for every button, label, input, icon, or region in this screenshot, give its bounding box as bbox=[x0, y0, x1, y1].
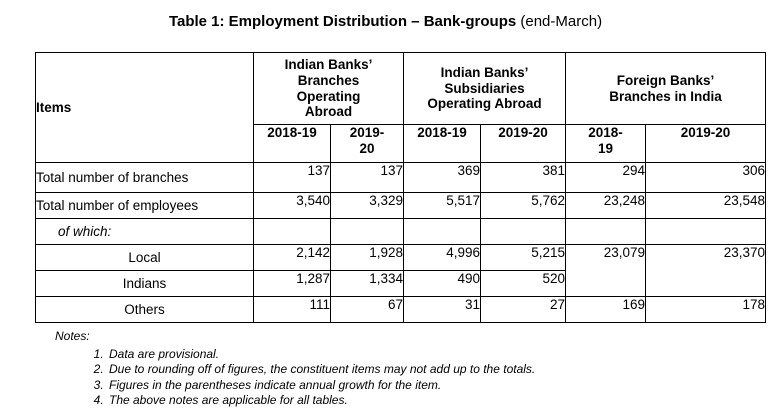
row-label: Others bbox=[35, 296, 254, 323]
value-cell: 294 bbox=[565, 162, 647, 193]
value-cell: 111 bbox=[253, 296, 331, 323]
value-cell: 5,762 bbox=[479, 192, 567, 219]
value-cell bbox=[645, 218, 767, 245]
table-header-group-row: Items Indian Banks’ Branches Operating A… bbox=[35, 52, 767, 163]
year-header: 2019-20 bbox=[479, 124, 567, 163]
year-header: 2018- 19 bbox=[565, 124, 647, 163]
value-cell bbox=[253, 218, 331, 245]
table-row: Local 2,142 1,928 4,996 5,215 23,079 23,… bbox=[35, 244, 767, 297]
value-cell: 3,540 bbox=[253, 192, 331, 219]
value-cell: 1,334 bbox=[330, 270, 404, 297]
value-cell: 1,287 bbox=[253, 270, 331, 297]
value-cell: 520 bbox=[479, 270, 567, 297]
value-cell: 5,517 bbox=[403, 192, 481, 219]
notes-section: Notes: Data are provisional. Due to roun… bbox=[55, 329, 771, 409]
value-cell bbox=[403, 218, 481, 245]
value-cell: 4,996 bbox=[403, 244, 481, 271]
table-header-year-row: 2018-19 2019- 20 2018-19 2019-20 2018- 1… bbox=[36, 124, 767, 163]
value-cell: 27 bbox=[479, 296, 567, 323]
year-header: 2019-20 bbox=[645, 124, 767, 163]
year-header: 2018-19 bbox=[253, 124, 331, 163]
value-cell: 31 bbox=[403, 296, 481, 323]
value-cell: 490 bbox=[403, 270, 481, 297]
value-cell: 1,928 bbox=[330, 244, 404, 271]
value-cell: 23,248 bbox=[565, 192, 647, 219]
value-cell: 5,215 bbox=[479, 244, 567, 271]
table-row: Indians 1,287 1,334 490 520 bbox=[35, 270, 766, 297]
value-cell: 178 bbox=[645, 296, 767, 323]
group-header-foreign-branches-india: Foreign Banks’ Branches in India bbox=[565, 52, 767, 125]
page-title: Table 1: Employment Distribution – Bank-… bbox=[0, 13, 771, 31]
note-item: Data are provisional. bbox=[107, 347, 771, 363]
col-header-items: Items bbox=[35, 52, 254, 163]
note-item: Figures in the parentheses indicate annu… bbox=[107, 378, 771, 394]
row-label: Total number of branches bbox=[35, 162, 254, 193]
group-header-indian-branches-abroad: Indian Banks’ Branches Operating Abroad bbox=[253, 52, 404, 125]
value-cell: 137 bbox=[253, 162, 331, 193]
notes-heading: Notes: bbox=[55, 329, 90, 343]
value-cell: 2,142 bbox=[253, 244, 331, 271]
value-cell: 137 bbox=[330, 162, 404, 193]
title-suffix: (end-March) bbox=[520, 13, 603, 30]
row-label: Indians bbox=[35, 270, 254, 297]
table-row: of which: bbox=[35, 218, 767, 245]
value-cell: 169 bbox=[565, 296, 647, 323]
note-item: The above notes are applicable for all t… bbox=[107, 393, 771, 409]
title-main: Table 1: Employment Distribution – Bank-… bbox=[168, 13, 517, 30]
table-row: Total number of branches 137 137 369 381… bbox=[35, 162, 767, 193]
value-cell bbox=[479, 218, 567, 245]
value-cell bbox=[565, 218, 647, 245]
table-row: Others 111 67 31 27 169 178 bbox=[35, 296, 767, 323]
note-item: Due to rounding off of figures, the cons… bbox=[107, 362, 771, 378]
value-cell: 369 bbox=[403, 162, 481, 193]
year-header: 2018-19 bbox=[403, 124, 481, 163]
row-label: Local bbox=[35, 244, 254, 271]
year-header: 2019- 20 bbox=[330, 124, 404, 163]
value-cell: 306 bbox=[645, 162, 767, 193]
notes-list: Data are provisional. Due to rounding of… bbox=[55, 347, 771, 409]
employment-table: Items Indian Banks’ Branches Operating A… bbox=[35, 52, 767, 323]
table-row: Total number of employees 3,540 3,329 5,… bbox=[35, 192, 767, 219]
row-label: Total number of employees bbox=[35, 192, 254, 219]
value-cell: 381 bbox=[479, 162, 567, 193]
value-cell bbox=[330, 218, 404, 245]
value-cell-merged: 23,370 bbox=[645, 244, 767, 297]
value-cell: 3,329 bbox=[330, 192, 404, 219]
value-cell-merged: 23,079 bbox=[565, 244, 647, 297]
value-cell: 67 bbox=[330, 296, 404, 323]
document-page: Table 1: Employment Distribution – Bank-… bbox=[0, 13, 771, 415]
row-label: of which: bbox=[35, 218, 254, 245]
group-header-indian-subsidiaries-abroad: Indian Banks’ Subsidiaries Operating Abr… bbox=[402, 52, 567, 125]
value-cell: 23,548 bbox=[645, 192, 767, 219]
